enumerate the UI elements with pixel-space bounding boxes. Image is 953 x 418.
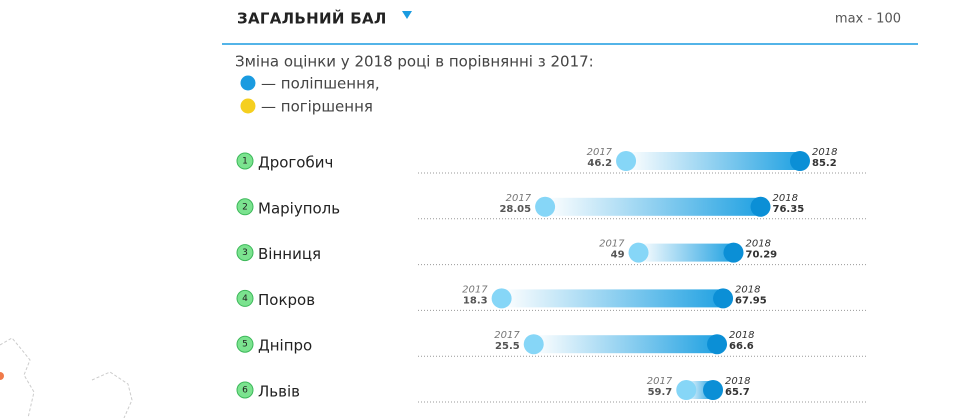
year-label: 2018: [812, 147, 837, 158]
map-outline: [0, 337, 133, 418]
year-label: 2017: [462, 284, 488, 295]
year-label: 2018: [773, 193, 798, 204]
legend-dot: [240, 98, 256, 114]
year-label: 2017: [647, 376, 673, 387]
year-label: 2018: [735, 284, 760, 295]
rank-badge: [236, 381, 254, 399]
header-title: ЗАГАЛЬНИЙ БАЛ: [237, 9, 387, 28]
rank-badge: [236, 152, 254, 170]
range-bar: [501, 289, 724, 308]
range-bar: [626, 152, 800, 170]
value-label: 25.5: [495, 341, 520, 352]
rank-label: 1: [242, 157, 248, 167]
value-label: 59.7: [648, 387, 673, 398]
point-2017: [535, 196, 556, 217]
rank-label: 4: [242, 294, 248, 304]
legend-dot: [240, 75, 256, 91]
rank-badge: [236, 335, 254, 353]
rank-label: 6: [242, 386, 248, 396]
year-label: 2017: [494, 330, 520, 341]
value-label: 67.95: [735, 295, 767, 306]
point-2017: [616, 151, 637, 171]
value-label: 70.29: [745, 250, 777, 261]
year-label: 2017: [506, 193, 532, 204]
value-label: 66.6: [729, 341, 754, 352]
rank-label: 3: [242, 248, 248, 258]
category-label: Покров: [258, 291, 315, 309]
year-label: 2018: [745, 239, 770, 250]
year-label: 2017: [587, 147, 613, 158]
value-label: 65.7: [725, 387, 750, 398]
rank-badge: [236, 289, 254, 307]
range-bar: [638, 243, 734, 262]
point-2017: [628, 242, 649, 263]
rank-label: 2: [242, 202, 248, 212]
point-2018: [713, 288, 734, 309]
rank-badge: [236, 244, 254, 262]
rank-label: 5: [242, 340, 248, 350]
max-note: max - 100: [835, 12, 901, 27]
value-label: 49: [611, 250, 625, 261]
point-2018: [707, 334, 728, 355]
range-bar: [545, 197, 761, 216]
value-label: 46.2: [587, 158, 612, 169]
legend-label: — поліпшення,: [261, 75, 380, 93]
value-label: 85.2: [812, 158, 837, 169]
point-2018: [723, 242, 744, 263]
value-label: 18.3: [463, 295, 488, 306]
category-label: Дрогобич: [258, 154, 333, 172]
range-bar: [533, 335, 718, 354]
point-2018: [789, 151, 810, 171]
value-label: 28.05: [499, 204, 531, 215]
point-2017: [676, 380, 697, 400]
category-label: Дніпро: [258, 337, 312, 355]
legend-label: — погіршення: [261, 98, 373, 116]
rank-badge: [236, 198, 254, 216]
category-label: Маріуполь: [258, 199, 340, 217]
category-label: Львів: [258, 383, 300, 401]
year-label: 2018: [725, 376, 750, 387]
value-label: 76.35: [773, 204, 805, 215]
category-label: Вінниця: [258, 245, 321, 263]
year-label: 2018: [729, 330, 754, 341]
year-label: 2017: [599, 239, 625, 250]
point-2018: [703, 380, 724, 400]
point-2017: [523, 334, 544, 355]
dropdown-arrow[interactable]: [402, 11, 412, 19]
map-point: [0, 372, 4, 380]
point-2018: [750, 196, 771, 217]
point-2017: [491, 288, 512, 309]
legend-title: Зміна оцінки у 2018 році в порівнянні з …: [235, 53, 594, 71]
